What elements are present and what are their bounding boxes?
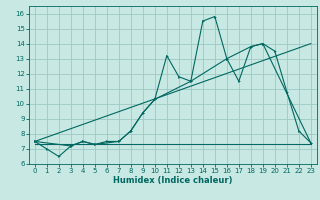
X-axis label: Humidex (Indice chaleur): Humidex (Indice chaleur) <box>113 176 233 185</box>
